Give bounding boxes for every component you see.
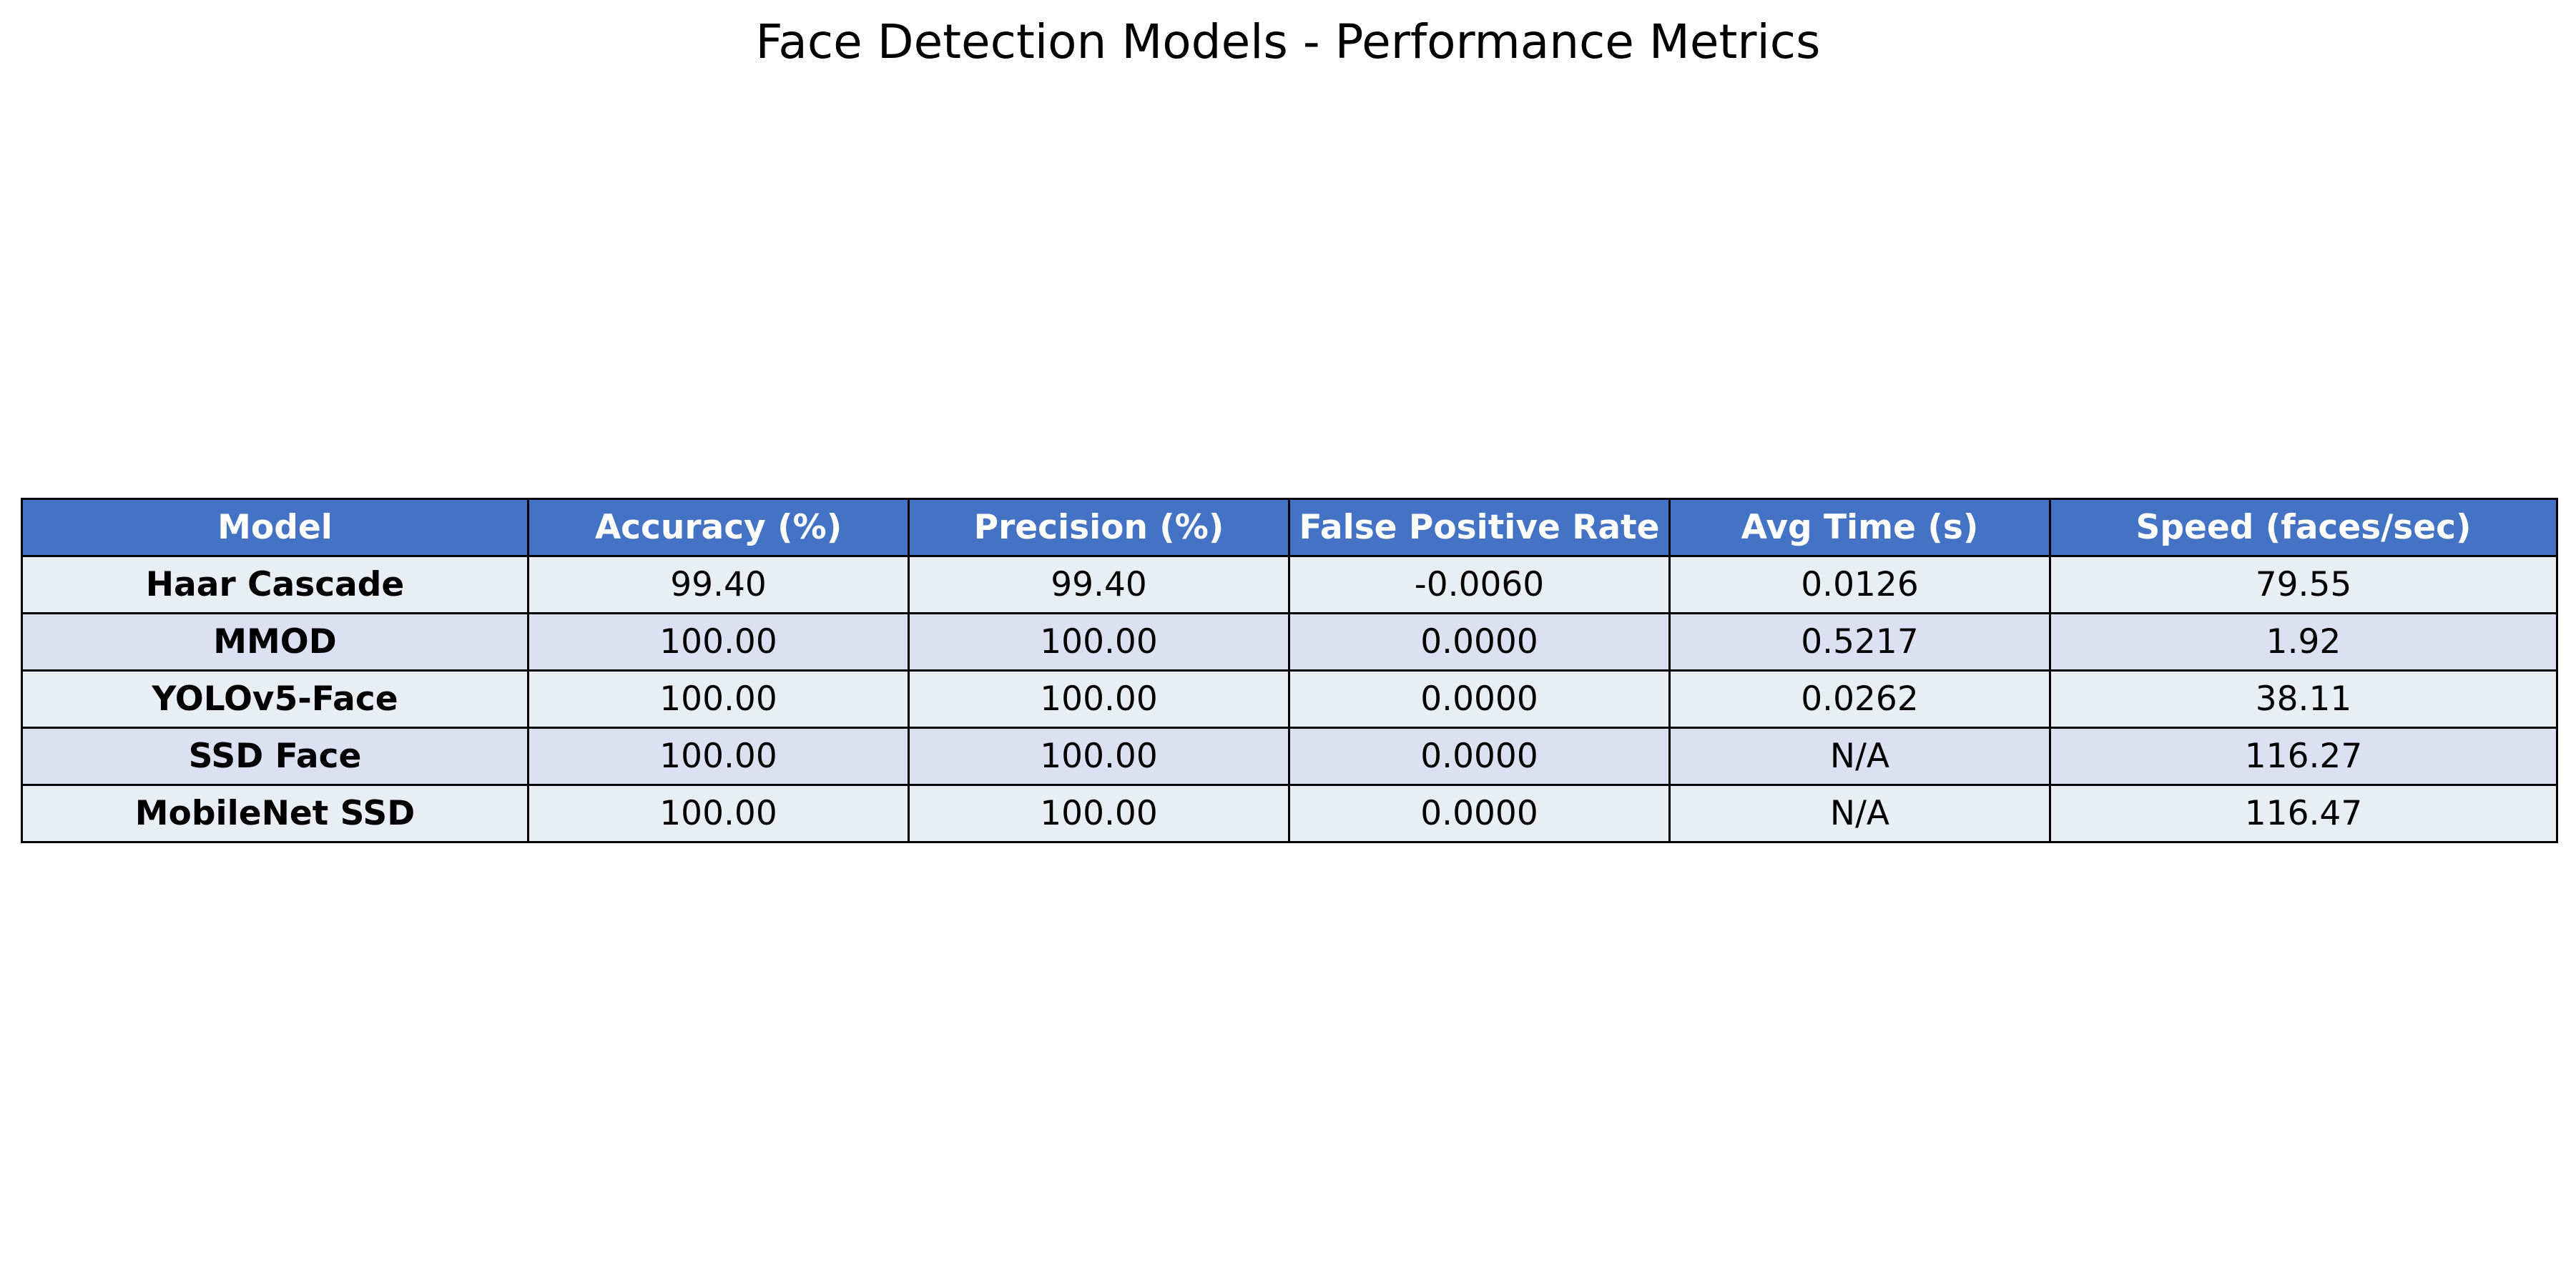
- accuracy-cell: 99.40: [527, 555, 910, 614]
- speed-cell: 1.92: [2049, 612, 2558, 672]
- avg-time-cell: N/A: [1668, 727, 2051, 786]
- metrics-table: Model Accuracy (%) Precision (%) False P…: [21, 498, 2558, 843]
- column-header-avg-time: Avg Time (s): [1668, 498, 2051, 557]
- false-positive-rate-cell: 0.0000: [1288, 784, 1671, 843]
- model-name-cell: SSD Face: [21, 727, 529, 786]
- column-header-model: Model: [21, 498, 529, 557]
- false-positive-rate-cell: 0.0000: [1288, 727, 1671, 786]
- column-header-speed: Speed (faces/sec): [2049, 498, 2558, 557]
- column-header-false-positive-rate: False Positive Rate: [1288, 498, 1671, 557]
- speed-cell: 116.27: [2049, 727, 2558, 786]
- speed-cell: 116.47: [2049, 784, 2558, 843]
- speed-cell: 38.11: [2049, 669, 2558, 729]
- false-positive-rate-cell: -0.0060: [1288, 555, 1671, 614]
- precision-cell: 100.00: [908, 612, 1290, 672]
- avg-time-cell: N/A: [1668, 784, 2051, 843]
- table-row: Haar Cascade 99.40 99.40 -0.0060 0.0126 …: [21, 555, 2558, 614]
- table-row: SSD Face 100.00 100.00 0.0000 N/A 116.27: [21, 727, 2558, 786]
- header-row: Model Accuracy (%) Precision (%) False P…: [21, 498, 2558, 557]
- column-header-accuracy: Accuracy (%): [527, 498, 910, 557]
- accuracy-cell: 100.00: [527, 727, 910, 786]
- accuracy-cell: 100.00: [527, 612, 910, 672]
- precision-cell: 100.00: [908, 727, 1290, 786]
- precision-cell: 99.40: [908, 555, 1290, 614]
- model-name-cell: MobileNet SSD: [21, 784, 529, 843]
- model-name-cell: MMOD: [21, 612, 529, 672]
- avg-time-cell: 0.5217: [1668, 612, 2051, 672]
- false-positive-rate-cell: 0.0000: [1288, 669, 1671, 729]
- precision-cell: 100.00: [908, 669, 1290, 729]
- table-row: MMOD 100.00 100.00 0.0000 0.5217 1.92: [21, 612, 2558, 672]
- column-header-precision: Precision (%): [908, 498, 1290, 557]
- avg-time-cell: 0.0262: [1668, 669, 2051, 729]
- avg-time-cell: 0.0126: [1668, 555, 2051, 614]
- accuracy-cell: 100.00: [527, 669, 910, 729]
- table-title: Face Detection Models - Performance Metr…: [755, 14, 1821, 69]
- table-row: MobileNet SSD 100.00 100.00 0.0000 N/A 1…: [21, 784, 2558, 843]
- speed-cell: 79.55: [2049, 555, 2558, 614]
- accuracy-cell: 100.00: [527, 784, 910, 843]
- false-positive-rate-cell: 0.0000: [1288, 612, 1671, 672]
- precision-cell: 100.00: [908, 784, 1290, 843]
- model-name-cell: YOLOv5-Face: [21, 669, 529, 729]
- model-name-cell: Haar Cascade: [21, 555, 529, 614]
- table-row: YOLOv5-Face 100.00 100.00 0.0000 0.0262 …: [21, 669, 2558, 729]
